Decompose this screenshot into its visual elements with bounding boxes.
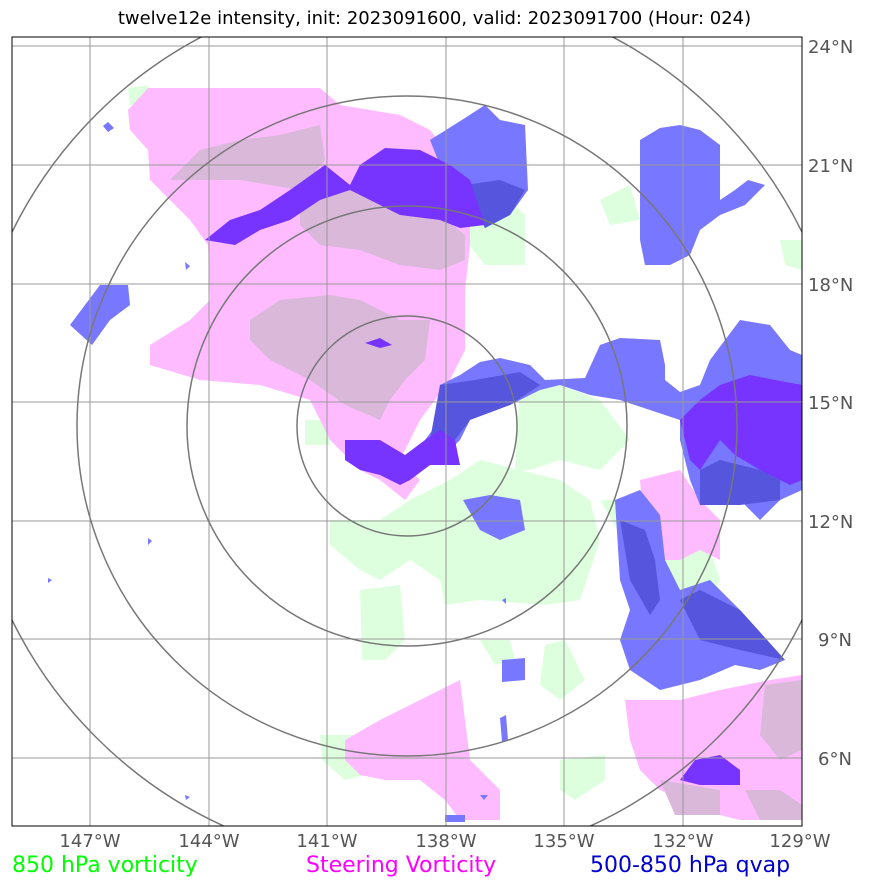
- lon-tick: 138°W: [415, 831, 476, 852]
- lat-tick: 12°N: [808, 512, 853, 533]
- lon-tick: 132°W: [652, 831, 713, 852]
- lat-tick: 15°N: [808, 393, 853, 414]
- lon-tick: 135°W: [533, 831, 594, 852]
- lat-tick: 24°N: [808, 37, 853, 58]
- lon-tick: 141°W: [296, 831, 357, 852]
- lat-tick-labels: 24°N 21°N 18°N 15°N 12°N 9°N 6°N: [808, 37, 853, 770]
- legend-vorticity-850: 850 hPa vorticity: [12, 853, 198, 878]
- legend-steering-vorticity: Steering Vorticity: [306, 853, 497, 878]
- lon-tick: 147°W: [59, 831, 120, 852]
- map-frame: [11, 36, 803, 827]
- lon-tick-labels: 147°W 144°W 141°W 138°W 135°W 132°W 129°…: [59, 831, 830, 852]
- legend-qvap: 500-850 hPa qvap: [590, 853, 791, 878]
- range-rings: [12, 37, 802, 826]
- map-title: twelve12e intensity, init: 2023091600, v…: [117, 8, 752, 29]
- lon-tick: 144°W: [178, 831, 239, 852]
- lat-tick: 18°N: [808, 275, 853, 296]
- lat-tick: 6°N: [818, 749, 852, 770]
- lat-tick: 9°N: [818, 630, 852, 651]
- lat-tick: 21°N: [808, 156, 853, 177]
- lon-tick: 129°W: [769, 831, 830, 852]
- qvap-overlap-fields: [430, 180, 785, 660]
- graticule: [12, 37, 802, 826]
